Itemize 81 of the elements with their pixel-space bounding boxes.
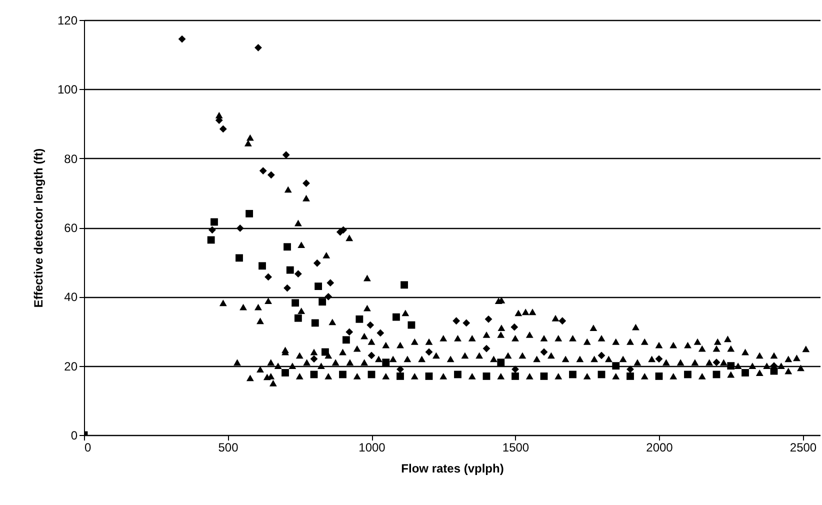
point bbox=[254, 44, 262, 52]
point bbox=[540, 348, 548, 356]
x-axis-title: Flow rates (vplph) bbox=[401, 462, 504, 476]
point bbox=[482, 372, 490, 380]
point bbox=[302, 180, 310, 187]
point bbox=[512, 366, 519, 373]
point bbox=[310, 355, 318, 363]
point bbox=[452, 317, 460, 325]
point bbox=[267, 171, 275, 179]
point bbox=[208, 226, 216, 234]
point bbox=[264, 273, 272, 281]
point bbox=[236, 224, 244, 232]
point bbox=[318, 298, 326, 306]
point bbox=[284, 243, 291, 251]
point bbox=[425, 348, 433, 356]
point bbox=[219, 125, 227, 133]
point bbox=[612, 362, 620, 370]
point bbox=[342, 336, 350, 344]
point bbox=[382, 358, 390, 366]
point bbox=[540, 372, 548, 380]
x-tick-label: 0 bbox=[84, 440, 92, 454]
point bbox=[684, 370, 692, 378]
point bbox=[292, 299, 300, 307]
point bbox=[210, 218, 218, 226]
point bbox=[392, 313, 400, 321]
point bbox=[356, 315, 364, 323]
point bbox=[655, 355, 663, 363]
point bbox=[286, 266, 294, 274]
point bbox=[626, 366, 634, 373]
point bbox=[462, 319, 470, 327]
point bbox=[497, 358, 505, 366]
point bbox=[236, 254, 243, 262]
point bbox=[376, 329, 384, 337]
point bbox=[484, 315, 492, 323]
point bbox=[207, 236, 215, 244]
point bbox=[626, 372, 634, 380]
point bbox=[742, 369, 749, 376]
point bbox=[313, 259, 321, 267]
point bbox=[368, 352, 376, 360]
x-tick-label: 1000 bbox=[358, 440, 386, 454]
point bbox=[454, 370, 462, 378]
point bbox=[294, 314, 302, 322]
point bbox=[712, 358, 720, 366]
x-tick-label: 500 bbox=[218, 440, 239, 454]
y-tick-label: 100 bbox=[57, 82, 78, 97]
x-tick-label: 2000 bbox=[646, 440, 674, 454]
y-tick-label: 0 bbox=[70, 428, 78, 442]
point bbox=[396, 372, 404, 380]
point bbox=[314, 282, 322, 290]
point bbox=[339, 370, 346, 378]
point bbox=[259, 167, 267, 174]
point bbox=[311, 319, 319, 327]
y-tick-label: 120 bbox=[57, 14, 78, 28]
point bbox=[396, 366, 404, 373]
point bbox=[326, 279, 334, 287]
y-tick-label: 40 bbox=[64, 290, 78, 304]
point bbox=[346, 328, 354, 336]
point bbox=[482, 344, 490, 352]
point bbox=[727, 362, 735, 370]
point bbox=[512, 372, 519, 380]
x-tick-label: 1500 bbox=[502, 440, 530, 454]
point bbox=[366, 321, 374, 329]
point bbox=[569, 370, 576, 378]
y-axis-title: Effective detector length (ft) bbox=[31, 148, 46, 308]
point bbox=[246, 210, 254, 218]
y-tick-label: 20 bbox=[64, 359, 78, 374]
point bbox=[655, 372, 663, 380]
point bbox=[510, 323, 518, 331]
point bbox=[324, 292, 332, 300]
point bbox=[598, 352, 606, 360]
point bbox=[294, 270, 302, 278]
point bbox=[400, 281, 408, 289]
x-tick-label: 2500 bbox=[790, 440, 817, 454]
point bbox=[282, 369, 289, 376]
point bbox=[425, 372, 433, 380]
point bbox=[178, 35, 186, 43]
point bbox=[282, 151, 290, 159]
point bbox=[258, 262, 266, 270]
point bbox=[558, 317, 566, 325]
y-tick-label: 80 bbox=[64, 152, 78, 166]
y-tick-label: 60 bbox=[64, 221, 78, 235]
